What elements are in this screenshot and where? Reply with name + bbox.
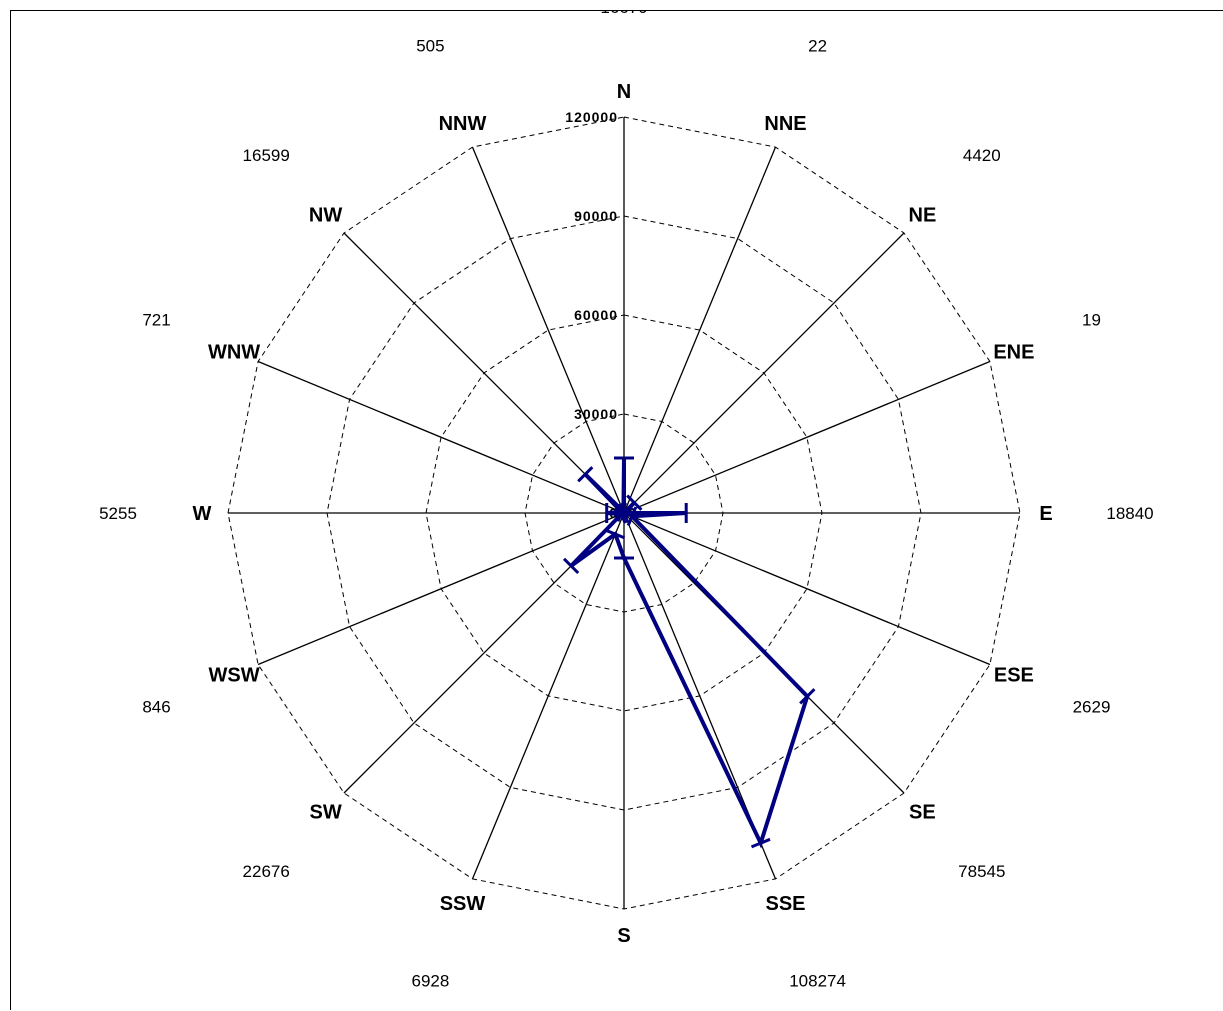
value-label-n: 16670 bbox=[600, 11, 647, 17]
marker-se bbox=[799, 688, 816, 705]
value-label-wsw: 846 bbox=[142, 698, 170, 717]
value-label-ne: 4420 bbox=[963, 146, 1001, 165]
value-label-wnw: 721 bbox=[142, 310, 170, 329]
direction-label-wnw: WNW bbox=[208, 342, 260, 364]
spoke-wsw bbox=[257, 512, 625, 666]
direction-label-se: SE bbox=[909, 801, 936, 823]
spoke-nne bbox=[623, 146, 777, 514]
marker-ese bbox=[626, 506, 638, 527]
value-label-sw: 22676 bbox=[243, 862, 290, 881]
grid-ring-60000 bbox=[425, 314, 823, 712]
value-label-w: 5255 bbox=[99, 504, 137, 523]
spoke-wnw bbox=[257, 360, 625, 514]
value-label-ssw: 6928 bbox=[411, 972, 449, 991]
direction-label-sw: SW bbox=[309, 801, 341, 823]
tick-label-30000: 30000 bbox=[574, 406, 618, 422]
direction-label-nnw: NNW bbox=[439, 113, 487, 135]
direction-label-ne: NE bbox=[909, 205, 937, 227]
spoke-nw bbox=[343, 232, 625, 514]
series-wind-frequency bbox=[562, 456, 816, 849]
direction-label-s: S bbox=[617, 925, 630, 947]
direction-label-nw: NW bbox=[309, 205, 342, 227]
spoke-ssw bbox=[471, 512, 625, 880]
direction-label-ssw: SSW bbox=[440, 893, 486, 915]
direction-label-ese: ESE bbox=[994, 665, 1034, 687]
value-label-ese: 2629 bbox=[1073, 698, 1111, 717]
spoke-ese bbox=[623, 512, 991, 666]
spoke-nnw bbox=[471, 146, 625, 514]
value-label-e: 18840 bbox=[1106, 504, 1153, 523]
tick-label-90000: 90000 bbox=[574, 208, 618, 224]
marker-ene bbox=[618, 503, 630, 523]
marker-nw bbox=[577, 466, 594, 483]
spoke-ne bbox=[623, 232, 905, 514]
direction-label-n: N bbox=[617, 81, 631, 103]
marker-nnw bbox=[613, 506, 634, 517]
value-label-se: 78545 bbox=[958, 862, 1005, 881]
direction-label-ene: ENE bbox=[993, 342, 1034, 364]
value-label-nw: 16599 bbox=[243, 146, 290, 165]
direction-label-w: W bbox=[193, 503, 212, 525]
value-label-sse: 108274 bbox=[789, 972, 846, 991]
direction-labels: N NNE NE ENE E ESE SE SSE S SSW SW WSW W WNW NW NNW bbox=[193, 81, 1053, 947]
direction-label-e: E bbox=[1039, 503, 1052, 525]
value-label-nnw: 505 bbox=[416, 37, 444, 56]
marker-ssw bbox=[605, 528, 626, 540]
marker-sw bbox=[562, 557, 580, 575]
value-label-nne: 22 bbox=[808, 37, 827, 56]
direction-label-sse: SSE bbox=[765, 893, 805, 915]
marker-ne bbox=[626, 494, 643, 511]
direction-label-wsw: WSW bbox=[209, 665, 260, 687]
tick-label-120000: 120000 bbox=[565, 109, 618, 125]
chart-frame: 0 30000 60000 90000 120000 N NNE NE ENE E ESE SE SS… bbox=[10, 10, 1223, 1011]
marker-sse bbox=[750, 837, 771, 849]
direction-label-nne: NNE bbox=[764, 113, 806, 135]
tick-label-60000: 60000 bbox=[574, 307, 618, 323]
value-label-ene: 19 bbox=[1082, 310, 1101, 329]
spoke-ene bbox=[623, 360, 991, 514]
